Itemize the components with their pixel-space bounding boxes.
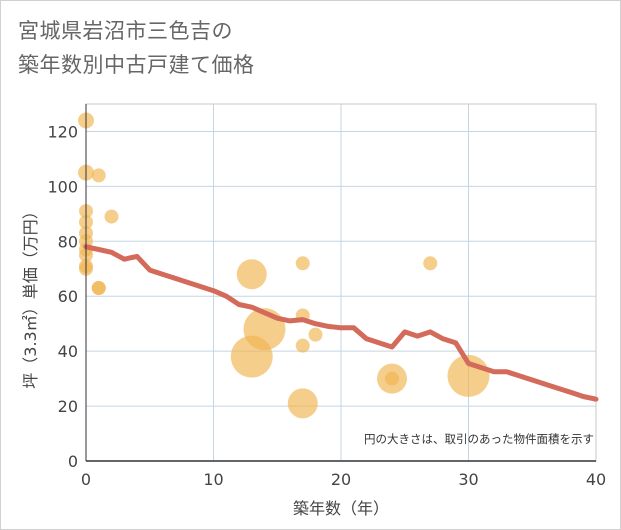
y-axis-label: 坪（3.3㎡）単価（万円） <box>21 203 40 388</box>
x-tick-label: 0 <box>81 470 91 489</box>
data-point <box>308 327 323 342</box>
x-tick-label: 40 <box>586 470 606 489</box>
y-tick-label: 80 <box>58 232 78 251</box>
trend-line <box>83 244 599 402</box>
grid-lines <box>86 104 597 461</box>
tick-labels: 0 10 20 30 40 0 20 40 60 80 100 120 <box>47 122 606 489</box>
y-tick-label: 0 <box>68 452 78 471</box>
x-tick-label: 10 <box>203 470 223 489</box>
data-point <box>91 168 106 183</box>
data-point <box>104 209 119 224</box>
size-legend-note: 円の大きさは、取引のあった物件面積を示す <box>364 432 594 446</box>
data-point <box>287 388 318 419</box>
y-tick-label: 40 <box>58 342 78 361</box>
y-tick-label: 20 <box>58 397 78 416</box>
chart-title: 宮城県岩沼市三色吉の 築年数別中古戸建て価格 <box>18 14 255 82</box>
axis-lines <box>85 104 596 462</box>
chart-title-line2: 築年数別中古戸建て価格 <box>18 53 255 77</box>
data-point <box>385 371 399 386</box>
data-point <box>230 335 273 378</box>
x-tick-label: 20 <box>331 470 351 489</box>
data-point <box>91 280 106 295</box>
x-axis-label: 築年数（年） <box>293 499 389 518</box>
data-point <box>295 256 310 271</box>
y-tick-label: 120 <box>47 122 78 141</box>
x-tick-label: 30 <box>458 470 478 489</box>
y-tick-label: 60 <box>58 287 78 306</box>
data-point <box>236 259 267 290</box>
chart-title-line1: 宮城県岩沼市三色吉の <box>18 19 233 43</box>
y-tick-label: 100 <box>47 177 78 196</box>
data-point <box>423 256 438 271</box>
bubble-series <box>78 112 490 419</box>
data-point <box>295 338 310 353</box>
trend-series <box>83 244 599 402</box>
